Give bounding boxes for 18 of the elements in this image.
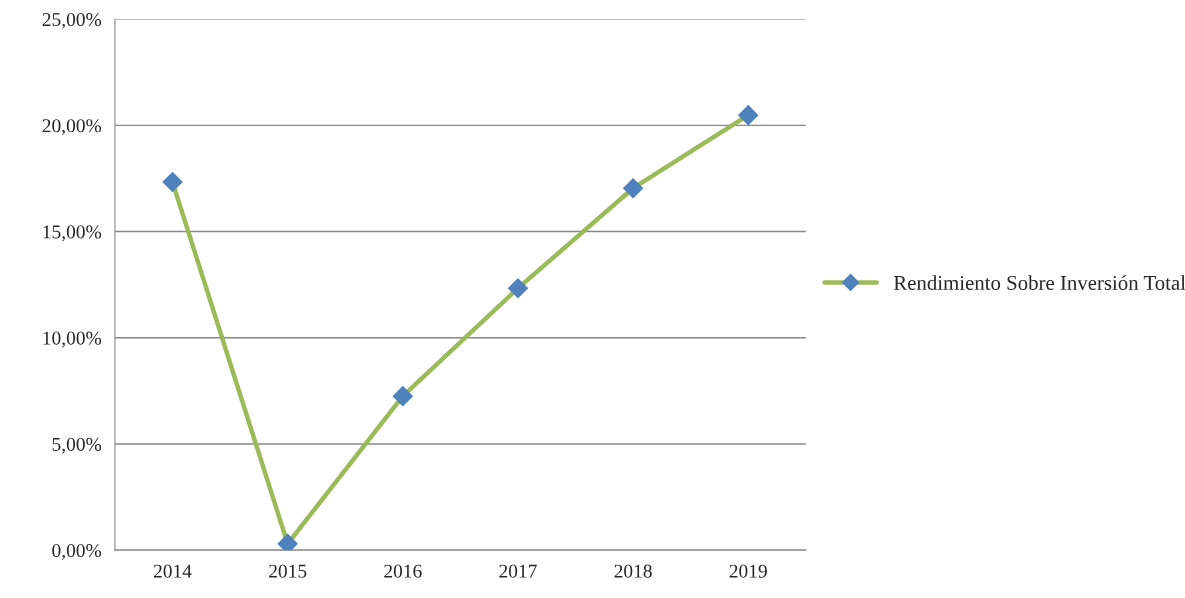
y-tick-label: 25,00% bbox=[42, 12, 102, 29]
point bbox=[162, 171, 183, 193]
y-tick-label: 10,00% bbox=[43, 331, 102, 348]
point bbox=[507, 277, 529, 299]
y-tick-label: 15,00% bbox=[43, 225, 102, 242]
point bbox=[622, 177, 644, 199]
y-tick-label: 5,00% bbox=[52, 437, 102, 454]
x-tick-label: 2019 bbox=[729, 564, 767, 578]
y-tick-label: 20,00% bbox=[42, 119, 102, 136]
x-tick-label: 2014 bbox=[153, 564, 192, 578]
y-tick-label: 0,00% bbox=[52, 543, 102, 560]
x-tick-label: 2016 bbox=[384, 564, 422, 578]
x-tick-label: 2018 bbox=[614, 564, 652, 578]
x-tick-label: 2017 bbox=[499, 564, 537, 578]
legend-label: Rendimiento Sobre Inversión Total bbox=[893, 275, 1185, 290]
point bbox=[737, 104, 759, 126]
x-tick-label: 2015 bbox=[269, 564, 307, 578]
point bbox=[392, 385, 414, 407]
